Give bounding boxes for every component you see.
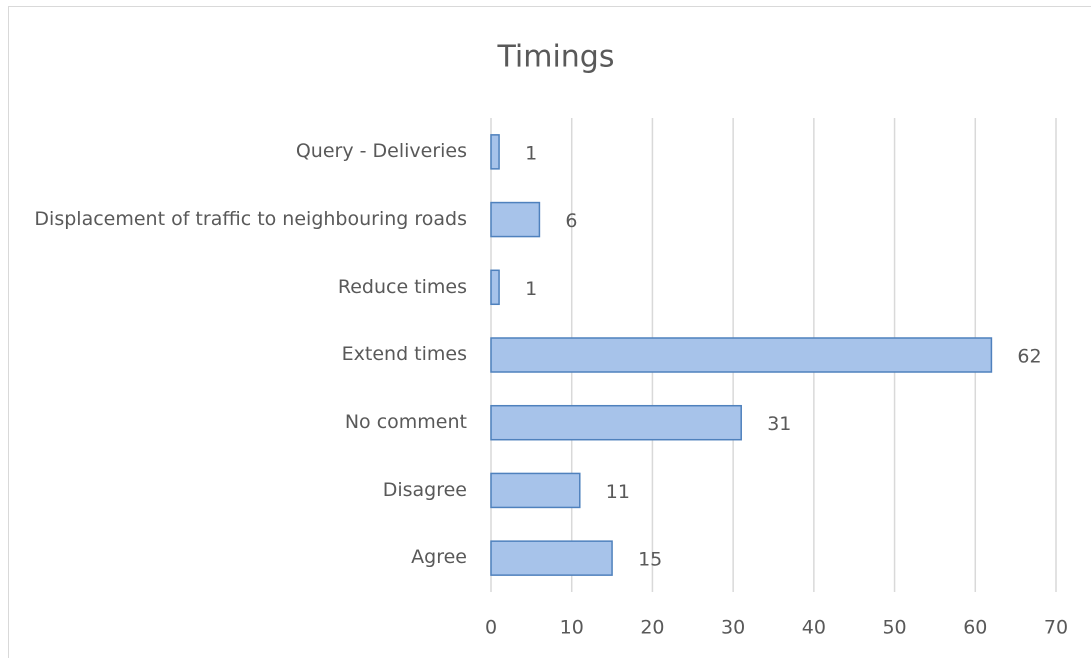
y-tick-label: Displacement of traffic to neighbouring … [34,207,467,230]
data-label: 31 [767,413,791,435]
bar [490,134,500,170]
x-tick-label: 60 [963,617,987,639]
x-tick-label: 10 [560,617,584,639]
category-label-box: Displacement of traffic to neighbouring … [34,207,467,230]
x-tick-label: 20 [640,617,664,639]
data-label: 1 [525,142,537,164]
bar [490,337,993,373]
x-tick-label: 40 [802,617,826,639]
data-label: 62 [1017,346,1041,368]
x-tick-label: 70 [1044,617,1068,639]
chart-title: Timings [497,40,615,75]
y-tick-label: Agree [411,546,467,569]
category-label-box: Agree [411,546,467,569]
bar [490,201,541,238]
data-label: 6 [565,210,577,232]
category-label-box: Query - Deliveries [295,140,467,163]
x-tick-label: 0 [485,617,497,639]
data-label: 15 [638,549,662,571]
bar [490,269,500,306]
y-tick-label: Reduce times [337,275,467,298]
x-tick-label: 50 [882,617,906,639]
category-label-box: Reduce times [337,275,467,298]
category-label-box: Extend times [341,343,467,366]
y-tick-label: Query - Deliveries [295,140,467,163]
bar [490,540,613,576]
bar [490,404,742,441]
data-label: 11 [606,481,630,503]
y-tick-label: Disagree [382,478,467,501]
y-tick-label: No comment [344,410,467,433]
y-tick-label: Extend times [341,343,467,366]
category-label-box: Disagree [382,478,467,501]
bar [490,472,581,509]
x-tick-label: 30 [721,617,745,639]
data-label: 1 [525,278,537,300]
category-label-box: No comment [344,410,467,433]
